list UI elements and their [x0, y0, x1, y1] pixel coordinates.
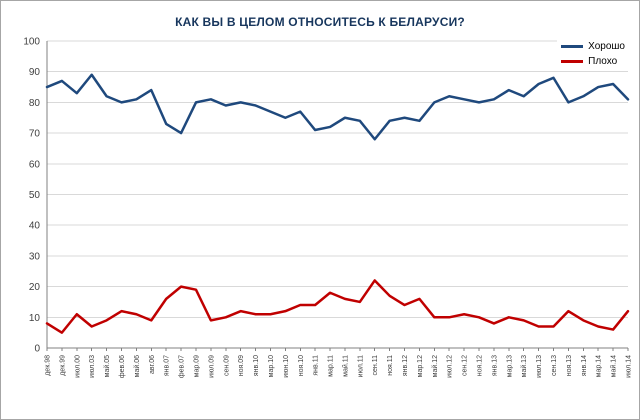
svg-text:ноя.09: ноя.09 — [238, 355, 245, 376]
svg-text:июл.13: июл.13 — [536, 355, 543, 378]
svg-text:май.11: май.11 — [341, 355, 349, 377]
svg-text:сен.13: сен.13 — [551, 355, 558, 376]
svg-text:янв.11: янв.11 — [313, 355, 320, 376]
svg-text:20: 20 — [29, 282, 41, 293]
svg-text:80: 80 — [29, 98, 41, 109]
svg-text:мар.09: мар.09 — [193, 355, 200, 377]
svg-text:фев.07: фев.07 — [179, 355, 186, 378]
svg-text:июл.03: июл.03 — [89, 355, 96, 378]
svg-text:янв.12: янв.12 — [402, 355, 409, 376]
svg-text:янв.10: янв.10 — [253, 355, 260, 376]
svg-text:сен.11: сен.11 — [372, 355, 379, 376]
svg-text:дек.98: дек.98 — [45, 355, 52, 376]
svg-text:авг.06: авг.06 — [149, 355, 156, 374]
svg-text:ноя.11: ноя.11 — [387, 355, 394, 376]
legend-line-bad-icon — [561, 60, 584, 63]
svg-text:50: 50 — [29, 190, 41, 201]
svg-text:мар.11: мар.11 — [328, 355, 335, 377]
svg-text:90: 90 — [29, 67, 41, 78]
svg-text:мар.14: мар.14 — [596, 355, 603, 377]
svg-text:июл.09: июл.09 — [208, 355, 215, 378]
svg-text:май.06: май.06 — [133, 355, 141, 377]
chart-title: КАК ВЫ В ЦЕЛОМ ОТНОСИТЕСЬ К БЕЛАРУСИ? — [175, 15, 465, 29]
svg-text:40: 40 — [29, 221, 41, 232]
legend-label-good: Хорошо — [588, 41, 625, 52]
svg-text:60: 60 — [29, 159, 41, 170]
svg-text:ноя.10: ноя.10 — [298, 355, 305, 376]
legend-label-bad: Плохо — [588, 56, 618, 67]
svg-text:сен.12: сен.12 — [462, 355, 469, 376]
svg-text:30: 30 — [29, 251, 41, 262]
svg-text:мар.13: мар.13 — [506, 355, 513, 377]
legend-item-bad: Плохо — [561, 56, 625, 67]
svg-text:май.12: май.12 — [431, 355, 439, 377]
svg-text:июл.00: июл.00 — [74, 355, 81, 378]
svg-text:июл.14: июл.14 — [626, 355, 633, 378]
svg-text:ноя.13: ноя.13 — [566, 355, 573, 376]
svg-text:май.05: май.05 — [103, 355, 111, 377]
svg-text:10: 10 — [29, 313, 41, 324]
legend-line-good-icon — [561, 45, 584, 48]
svg-text:70: 70 — [29, 129, 41, 140]
svg-text:мар.12: мар.12 — [417, 355, 424, 377]
svg-text:янв.14: янв.14 — [581, 355, 588, 376]
legend: Хорошо Плохо — [557, 39, 629, 69]
svg-text:июл.11: июл.11 — [357, 355, 364, 377]
svg-text:0: 0 — [34, 344, 40, 355]
svg-text:ноя.12: ноя.12 — [477, 355, 484, 376]
svg-text:июл.12: июл.12 — [447, 355, 454, 378]
svg-text:янв.13: янв.13 — [491, 355, 498, 376]
svg-text:янв.07: янв.07 — [164, 355, 171, 376]
svg-text:мар.10: мар.10 — [268, 355, 275, 377]
legend-item-good: Хорошо — [561, 41, 625, 52]
svg-text:дек.99: дек.99 — [59, 355, 66, 376]
svg-text:май.14: май.14 — [610, 355, 618, 377]
svg-text:100: 100 — [23, 37, 40, 48]
svg-text:май.13: май.13 — [520, 355, 528, 377]
svg-text:фев.06: фев.06 — [119, 355, 126, 378]
svg-text:июн.10: июн.10 — [283, 355, 290, 378]
svg-text:сен.09: сен.09 — [223, 355, 230, 376]
